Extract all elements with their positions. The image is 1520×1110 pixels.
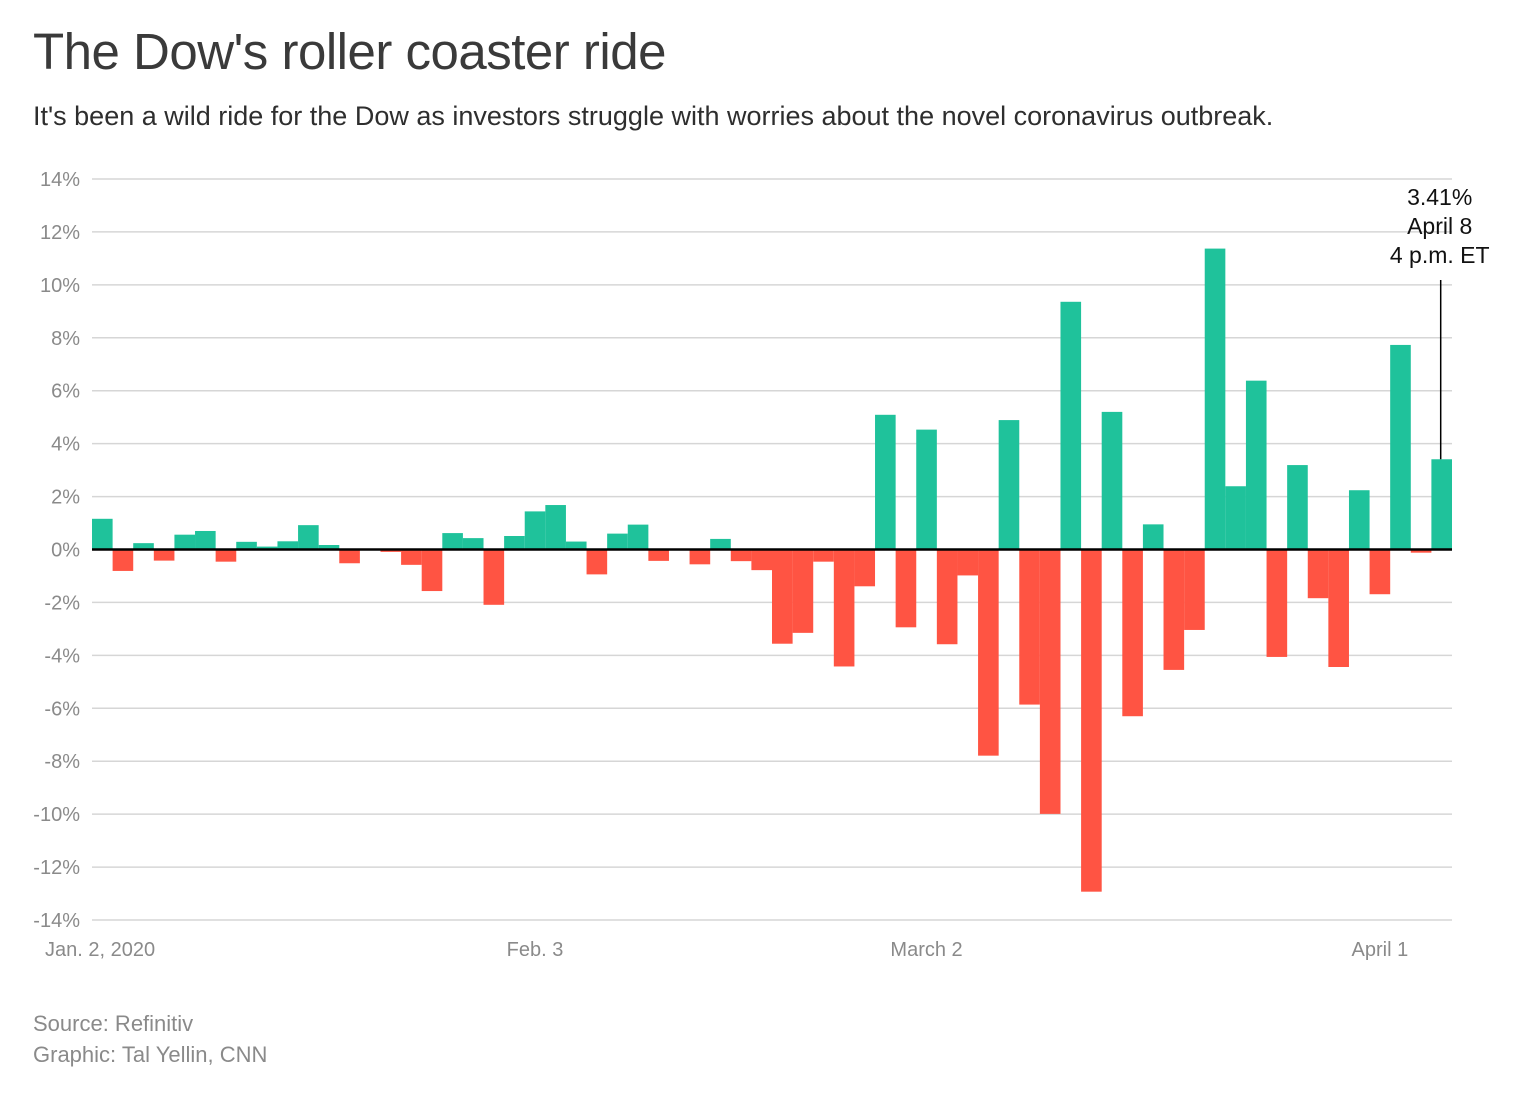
bar-gain — [1225, 486, 1246, 550]
bar-loss — [854, 549, 876, 587]
source-note: Source: Refinitiv — [33, 1011, 194, 1036]
bar-gain — [92, 518, 113, 550]
graphic-credit: Graphic: Tal Yellin, CNN — [33, 1042, 268, 1067]
bar-loss — [895, 549, 917, 628]
y-tick-label: 0% — [51, 540, 80, 562]
bar-gain — [1245, 380, 1267, 550]
bar-gain — [174, 534, 196, 550]
bar-loss — [957, 549, 979, 576]
y-axis-labels: 14% 12% 10% 8% 6% 4% 2% 0% -2% -4% -6% -8% -10% -12% -… — [33, 169, 80, 932]
bar-gain — [1060, 301, 1082, 550]
x-tick-label: March 2 — [890, 939, 962, 961]
bar-loss — [833, 549, 855, 667]
bar-loss — [1163, 549, 1185, 670]
y-tick-label: 14% — [40, 169, 80, 191]
bar-gain — [504, 536, 525, 550]
bar-gain — [875, 414, 896, 550]
bar-loss — [112, 549, 134, 571]
bar-loss — [586, 549, 608, 575]
bar-loss — [813, 549, 834, 562]
x-tick-label: Jan. 2, 2020 — [45, 939, 155, 961]
bar-gain — [195, 530, 216, 550]
y-tick-label: -10% — [33, 804, 80, 826]
bar-gain — [916, 429, 937, 550]
x-tick-label: April 1 — [1352, 939, 1409, 961]
chart-title: The Dow's roller coaster ride — [33, 23, 666, 80]
bar-loss — [689, 549, 711, 565]
y-tick-label: 12% — [40, 222, 80, 244]
bar-gain — [1101, 411, 1123, 550]
bar-loss — [483, 549, 505, 605]
y-tick-label: 4% — [51, 434, 80, 456]
bar-loss — [648, 549, 669, 561]
bar-loss — [1122, 549, 1143, 717]
bar-gain — [1390, 344, 1411, 550]
bar-loss — [1081, 549, 1102, 892]
bar-gain — [236, 541, 257, 550]
annotation-label: 3.41% — [1407, 184, 1472, 210]
bar-gain — [318, 545, 340, 550]
y-tick-label: 2% — [51, 487, 80, 509]
bar-loss — [792, 549, 814, 633]
bar-loss — [1410, 549, 1432, 553]
y-tick-label: 10% — [40, 275, 80, 297]
bars-layer — [92, 248, 1452, 892]
bar-gain — [277, 541, 299, 550]
bar-chart: 14% 12% 10% 8% 6% 4% 2% 0% -2% -4% -6% -8% -10% -12% -… — [33, 169, 1490, 961]
bar-loss — [1307, 549, 1329, 599]
y-tick-label: -2% — [44, 592, 80, 614]
bar-loss — [772, 549, 793, 644]
bar-gain — [545, 505, 566, 550]
bar-loss — [401, 549, 422, 565]
bar-gain — [524, 511, 546, 550]
annotation-label: April 8 — [1407, 213, 1472, 239]
bar-loss — [339, 549, 360, 564]
bar-loss — [730, 549, 752, 562]
y-tick-label: -8% — [44, 751, 80, 773]
bar-gain — [607, 533, 628, 550]
bar-gain — [710, 538, 731, 550]
annotation-label: 4 p.m. ET — [1390, 242, 1490, 268]
bar-loss — [936, 549, 958, 645]
bar-gain — [462, 538, 484, 550]
bar-loss — [978, 549, 999, 756]
bar-gain — [1204, 248, 1226, 550]
chart-subtitle: It's been a wild ride for the Dow as inv… — [33, 101, 1274, 131]
y-tick-label: -14% — [33, 910, 80, 932]
y-tick-label: -6% — [44, 698, 80, 720]
bar-loss — [1266, 549, 1288, 657]
bar-gain — [1431, 459, 1452, 550]
bar-loss — [751, 549, 772, 571]
bar-gain — [256, 546, 278, 550]
bar-gain — [133, 543, 154, 550]
x-axis-labels: Jan. 2, 2020 Feb. 3 March 2 April 1 — [45, 939, 1408, 961]
y-tick-label: -4% — [44, 645, 80, 667]
annotation-layer: 3.41% April 8 4 p.m. ET — [1390, 184, 1490, 460]
y-tick-label: -12% — [33, 857, 80, 879]
bar-loss — [1039, 549, 1061, 814]
bar-gain — [442, 533, 463, 550]
bar-gain — [1287, 465, 1308, 550]
bar-loss — [1184, 549, 1205, 630]
bar-gain — [298, 525, 319, 550]
bar-gain — [1142, 524, 1164, 550]
y-tick-label: 8% — [51, 328, 80, 350]
x-tick-label: Feb. 3 — [507, 939, 564, 961]
bar-loss — [1019, 549, 1040, 705]
bar-loss — [1369, 549, 1391, 595]
bar-gain — [627, 524, 649, 550]
y-tick-label: 6% — [51, 381, 80, 403]
bar-loss — [421, 549, 443, 592]
bar-gain — [998, 420, 1020, 550]
bar-gain — [565, 541, 587, 550]
bar-loss — [153, 549, 175, 561]
bar-gain — [1348, 490, 1370, 550]
bar-loss — [215, 549, 237, 562]
bar-loss — [1328, 549, 1349, 667]
